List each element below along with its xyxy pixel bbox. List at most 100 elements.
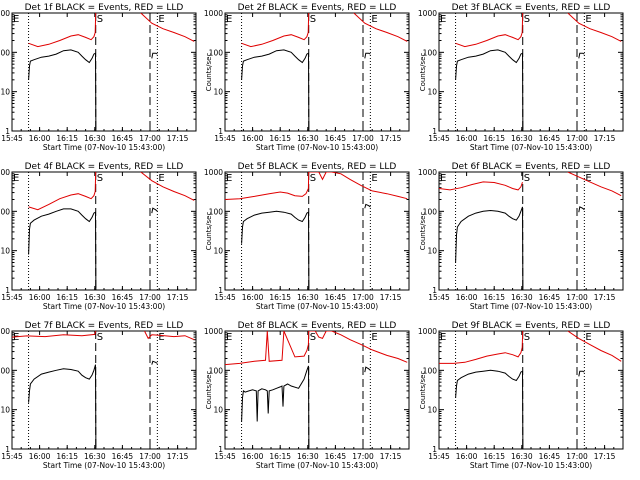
y-tick-label: 1000 xyxy=(0,327,10,336)
x-tick-label: 17:15 xyxy=(167,293,189,302)
x-tick-label: 15:45 xyxy=(214,134,236,143)
x-tick-label: 16:45 xyxy=(539,293,561,302)
x-tick-label: 16:30 xyxy=(511,134,533,143)
x-tick-label: 16:45 xyxy=(539,452,561,461)
x-tick-label: 16:45 xyxy=(325,452,347,461)
x-tick-label: 15:45 xyxy=(428,293,450,302)
y-tick-label: 100 xyxy=(423,366,438,375)
x-tick-label: 16:45 xyxy=(539,134,561,143)
y-tick-label: 1 xyxy=(218,445,223,454)
x-tick-label: 17:15 xyxy=(594,134,616,143)
x-tick-label: 16:30 xyxy=(297,293,319,302)
x-axis-label: Start Time (07-Nov-10 15:43:00) xyxy=(256,461,378,470)
series-group xyxy=(455,13,622,131)
event-mark-e: E xyxy=(13,14,19,25)
panel-title: Det 3f BLACK = Events, RED = LLD xyxy=(452,3,611,13)
x-tick-label: 16:30 xyxy=(84,293,106,302)
y-tick-label: 1 xyxy=(432,127,437,136)
y-tick-label: 100 xyxy=(0,207,10,216)
y-tick-label: 100 xyxy=(209,48,224,57)
x-tick-label: 17:00 xyxy=(566,134,588,143)
plot-frame xyxy=(11,171,197,291)
x-tick-label: 16:00 xyxy=(29,452,51,461)
panel-det-8f: Det 8f BLACK = Events, RED = LLD 15:45 16:… xyxy=(204,321,410,470)
x-tick-label: 17:15 xyxy=(167,134,189,143)
y-tick-label: 10 xyxy=(427,247,437,256)
event-mark-e: E xyxy=(158,14,164,25)
panel-det-3f: Det 3f BLACK = Events, RED = LLD 15:45 16:… xyxy=(418,3,624,152)
x-tick-label: 16:15 xyxy=(56,293,78,302)
x-tick-label: 16:45 xyxy=(112,134,134,143)
x-tick-label: 16:45 xyxy=(325,293,347,302)
panel-det-2f: Det 2f BLACK = Events, RED = LLD 15:45 16:… xyxy=(204,3,410,152)
event-mark-e: E xyxy=(585,332,591,343)
panel-det-1f: Det 1f BLACK = Events, RED = LLD 15:45 16:… xyxy=(0,3,197,152)
y-tick-label: 1 xyxy=(218,127,223,136)
event-mark-s: S xyxy=(310,173,316,184)
series-lld-line xyxy=(28,13,195,48)
y-tick-label: 1000 xyxy=(0,9,10,18)
panel-title: Det 8f BLACK = Events, RED = LLD xyxy=(238,321,397,331)
event-mark-e: E xyxy=(440,14,446,25)
y-tick-label: 10 xyxy=(427,406,437,415)
x-tick-label: 16:00 xyxy=(29,293,51,302)
y-tick-label: 100 xyxy=(209,207,224,216)
x-tick-label: 16:00 xyxy=(29,134,51,143)
x-axis-label: Start Time (07-Nov-10 15:43:00) xyxy=(43,461,165,470)
x-axis-label: Start Time (07-Nov-10 15:43:00) xyxy=(470,461,592,470)
event-mark-e: E xyxy=(226,332,232,343)
x-axis-label: Start Time (07-Nov-10 15:43:00) xyxy=(470,143,592,152)
x-tick-label: 15:45 xyxy=(428,452,450,461)
y-tick-label: 10 xyxy=(0,247,10,256)
y-tick-label: 1 xyxy=(432,286,437,295)
y-tick-label: 1 xyxy=(5,286,10,295)
x-tick-label: 17:00 xyxy=(139,134,161,143)
x-tick-label: 16:30 xyxy=(511,293,533,302)
x-tick-label: 16:45 xyxy=(325,134,347,143)
y-tick-label: 1000 xyxy=(418,327,437,336)
x-tick-label: 17:00 xyxy=(352,134,374,143)
series-lld-line xyxy=(241,13,408,48)
y-tick-label: 10 xyxy=(0,406,10,415)
series-group xyxy=(28,13,195,131)
series-group xyxy=(439,331,622,449)
event-mark-e: E xyxy=(158,173,164,184)
x-tick-label: 17:15 xyxy=(380,293,402,302)
y-tick-label: 1000 xyxy=(418,168,437,177)
y-tick-label: 100 xyxy=(423,207,438,216)
series-lld-line xyxy=(225,172,408,200)
x-tick-label: 17:00 xyxy=(139,293,161,302)
y-tick-label: 10 xyxy=(213,247,223,256)
series-events-line xyxy=(241,203,371,290)
series-events-line xyxy=(241,365,371,449)
x-axis-label: Start Time (07-Nov-10 15:43:00) xyxy=(256,302,378,311)
y-tick-label: 1 xyxy=(432,445,437,454)
series-group xyxy=(12,331,195,449)
event-mark-s: S xyxy=(97,14,103,25)
series-lld-line xyxy=(12,331,195,341)
y-axis-label: Counts/sec xyxy=(205,212,213,251)
x-tick-label: 17:00 xyxy=(566,293,588,302)
x-tick-label: 17:00 xyxy=(566,452,588,461)
x-tick-label: 16:00 xyxy=(242,134,264,143)
x-tick-label: 16:45 xyxy=(112,293,134,302)
event-mark-s: S xyxy=(524,14,530,25)
event-mark-s: S xyxy=(524,332,530,343)
x-tick-label: 17:15 xyxy=(380,452,402,461)
event-mark-e: E xyxy=(585,173,591,184)
series-group xyxy=(225,172,408,290)
x-tick-label: 16:00 xyxy=(456,293,478,302)
y-axis-label: Counts/sec xyxy=(205,371,213,410)
y-tick-label: 1000 xyxy=(204,327,223,336)
panel-det-5f: Det 5f BLACK = Events, RED = LLD 15:45 16:… xyxy=(204,162,410,311)
x-tick-label: 17:00 xyxy=(139,452,161,461)
series-events-line xyxy=(455,49,585,131)
y-axis-label: Counts/sec xyxy=(419,212,427,251)
series-lld-line xyxy=(225,331,408,366)
series-events-line xyxy=(28,360,158,449)
y-tick-label: 1000 xyxy=(204,9,223,18)
x-tick-label: 16:30 xyxy=(84,134,106,143)
event-mark-s: S xyxy=(97,173,103,184)
y-tick-label: 10 xyxy=(213,406,223,415)
y-tick-label: 1 xyxy=(5,445,10,454)
